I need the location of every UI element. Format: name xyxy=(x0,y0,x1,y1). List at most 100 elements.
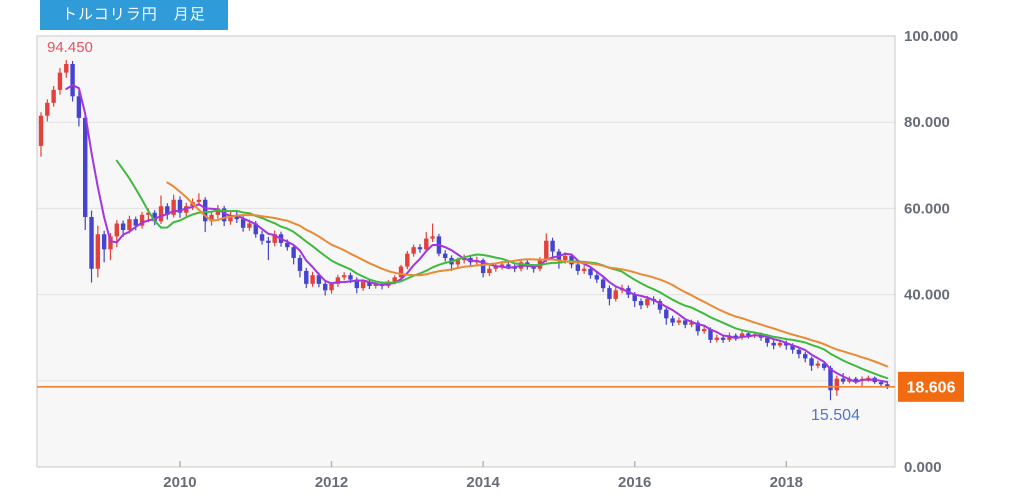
candle-body xyxy=(720,337,726,340)
x-tick-label: 2016 xyxy=(618,474,651,491)
candle xyxy=(664,307,669,325)
ma-short-line xyxy=(65,84,889,383)
candle xyxy=(739,330,745,340)
candle-body xyxy=(866,377,871,380)
candle-body xyxy=(638,301,644,306)
candle-body xyxy=(544,240,549,261)
candle xyxy=(588,266,593,279)
candle xyxy=(487,265,492,277)
candle-body xyxy=(360,281,366,289)
candle-body xyxy=(304,270,309,284)
candle xyxy=(430,223,435,243)
candle-body xyxy=(215,208,221,215)
candle-body xyxy=(323,283,328,291)
candle-body xyxy=(424,238,429,250)
candle xyxy=(266,236,271,261)
candle-body xyxy=(689,322,694,325)
y-tick-label: 80.000 xyxy=(904,114,950,131)
candle-body xyxy=(834,378,840,391)
candle xyxy=(64,59,69,78)
candle-body xyxy=(398,266,404,278)
x-tick-label: 2018 xyxy=(770,474,803,491)
candle xyxy=(171,194,176,218)
candle-body xyxy=(493,266,498,269)
candle-body xyxy=(708,329,713,340)
candle-body xyxy=(297,257,303,271)
candle-body xyxy=(64,64,69,73)
candle-body xyxy=(632,294,637,302)
candle-body xyxy=(777,342,783,346)
candle xyxy=(209,211,214,226)
ma-medium-line xyxy=(115,159,889,380)
candle xyxy=(733,333,738,341)
candle-body xyxy=(796,349,802,355)
candle-body xyxy=(550,240,555,252)
candle-body xyxy=(341,275,347,278)
candle-body xyxy=(253,223,258,235)
candle-body xyxy=(272,234,277,243)
candle-body xyxy=(885,384,890,387)
candle xyxy=(607,285,612,306)
candle xyxy=(714,334,720,343)
candle xyxy=(493,263,498,272)
candle xyxy=(885,382,890,389)
candle xyxy=(95,225,101,278)
candle xyxy=(550,237,555,258)
candle xyxy=(657,298,663,314)
y-tick-label: 60.000 xyxy=(904,200,950,217)
candle-body xyxy=(209,214,214,222)
candle-body xyxy=(133,219,138,226)
candle-body xyxy=(51,89,56,103)
candle-body xyxy=(657,301,663,310)
candle xyxy=(417,244,423,253)
candle xyxy=(38,112,44,157)
candle-body xyxy=(177,199,183,213)
candle xyxy=(70,60,75,102)
candle-body xyxy=(146,212,151,215)
candle-body xyxy=(411,247,416,254)
candle-body xyxy=(57,72,63,90)
candle-body xyxy=(392,277,397,282)
candle xyxy=(215,204,221,219)
candle-body xyxy=(405,253,410,267)
candle xyxy=(57,67,63,95)
candle xyxy=(600,277,606,293)
candle-body xyxy=(581,268,587,271)
candle-body xyxy=(152,212,157,222)
candle-body xyxy=(95,234,101,269)
candle-body xyxy=(828,367,833,391)
candle-body xyxy=(221,208,227,222)
candle-body xyxy=(247,223,252,228)
candle-body xyxy=(335,277,341,284)
candle xyxy=(796,348,802,359)
candle xyxy=(809,356,814,371)
candle-body xyxy=(746,333,751,336)
plot-border xyxy=(36,35,896,468)
candle-body xyxy=(607,288,612,299)
candle xyxy=(234,211,239,224)
plot-area[interactable] xyxy=(37,36,895,467)
candle-body xyxy=(739,333,745,338)
candle-body xyxy=(784,342,789,346)
candle-body xyxy=(455,260,461,265)
y-tick-label: 0.000 xyxy=(904,459,942,476)
candle-body xyxy=(108,236,113,250)
candle-body xyxy=(683,320,688,325)
candle-body xyxy=(76,96,82,118)
candle-body xyxy=(569,255,574,265)
candle-body xyxy=(676,320,682,323)
candle xyxy=(594,272,600,283)
candle-body xyxy=(367,281,372,286)
candle xyxy=(771,340,776,350)
candle-body xyxy=(329,283,334,291)
candle xyxy=(297,254,303,278)
candle-body xyxy=(316,275,322,284)
candle-body xyxy=(809,358,814,366)
candle xyxy=(443,250,448,262)
candle xyxy=(834,375,840,396)
candle xyxy=(638,298,644,310)
low-price-label: 15.504 xyxy=(811,407,860,424)
candle xyxy=(76,91,82,127)
candle xyxy=(367,279,372,289)
